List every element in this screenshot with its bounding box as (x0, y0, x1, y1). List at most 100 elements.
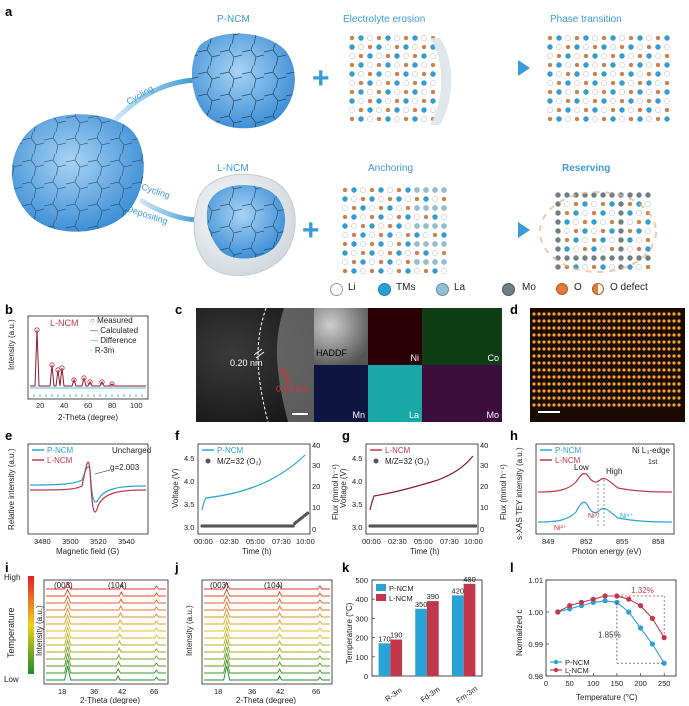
i-low: Low (4, 675, 19, 684)
lattice-atom (555, 246, 561, 252)
l-xtick-label: 100 (587, 679, 600, 688)
d-atom-column (602, 361, 606, 365)
d-atom-column (567, 312, 571, 316)
lattice-atom (628, 62, 634, 68)
lattice-atom (394, 44, 400, 50)
d-atom-column (592, 347, 596, 351)
d-atom-column (667, 354, 671, 358)
k-category-label: R-3m (383, 686, 403, 704)
lattice-atom (432, 196, 438, 202)
d-atom-column (532, 375, 536, 379)
lattice-atom (394, 62, 400, 68)
d-atom-column (587, 361, 591, 365)
lattice-atom (396, 196, 402, 202)
d-atom-column (647, 368, 651, 372)
initial-particle (11, 114, 144, 232)
lattice-atom (432, 214, 438, 220)
l-legend-label: P-NCM (565, 658, 590, 667)
d-atom-column (637, 396, 641, 400)
legend-tms: TMs (396, 282, 416, 293)
lattice-atom (565, 35, 571, 41)
lattice-atom (636, 219, 642, 225)
d-atom-column (582, 354, 586, 358)
l-xtick-label: 0 (544, 679, 548, 688)
d-atom-column (667, 375, 671, 379)
d-atom-column (672, 347, 676, 351)
d-atom-column (572, 368, 576, 372)
f-ytick-2: 4.0 (184, 477, 194, 486)
lattice-atom (601, 89, 607, 95)
d-atom-column (642, 354, 646, 358)
d-atom-column (577, 326, 581, 330)
d-atom-column (612, 375, 616, 379)
lattice-atom (628, 71, 634, 77)
lattice-atom (349, 71, 355, 77)
lattice-atom (565, 44, 571, 50)
d-atom-column (652, 368, 656, 372)
l-point-l-ncm (626, 596, 632, 602)
xrd-pattern (46, 619, 166, 632)
lattice-atom (609, 201, 615, 207)
d-atom-column (617, 319, 621, 323)
b-legend-calculated: Calculated (100, 326, 139, 335)
d-atom-column (572, 375, 576, 379)
lattice-atom (555, 192, 561, 198)
d-atom-column (607, 340, 611, 344)
d-atom-column (632, 375, 636, 379)
h-edge: Ni L₃-edge (632, 446, 670, 455)
lattice-atom (385, 107, 391, 113)
d-atom-column (597, 368, 601, 372)
d-atom-column (582, 382, 586, 386)
lattice-atom (421, 62, 427, 68)
d-atom-column (577, 375, 581, 379)
lattice-atom (565, 80, 571, 86)
d-atom-column (532, 403, 536, 407)
lattice-atom (609, 264, 615, 270)
d-atom-column (672, 319, 676, 323)
d-atom-column (577, 368, 581, 372)
d-atom-column (577, 333, 581, 337)
d-atom-column (667, 333, 671, 337)
lattice-atom (646, 116, 652, 122)
l-point-p-ncm (626, 609, 632, 615)
c-mn-label: Mn (352, 410, 365, 420)
b-xtick-20: 20 (36, 401, 44, 410)
d-atom-column (567, 347, 571, 351)
h-ylabel: s-XAS TEY intensity (a.u.) (515, 447, 524, 540)
l-ytick-label: 0.98 (528, 672, 543, 681)
lattice-atom (583, 71, 589, 77)
d-atom-column (632, 340, 636, 344)
lattice-atom (646, 62, 652, 68)
d-atom-column (617, 312, 621, 316)
lattice-atom (601, 80, 607, 86)
lattice-atom (358, 71, 364, 77)
d-atom-column (672, 389, 676, 393)
d-atom-column (652, 354, 656, 358)
lattice-atom (655, 35, 661, 41)
k-bar-p-ncm (451, 595, 464, 676)
lattice-atom (627, 192, 633, 198)
panel-label-b: b (5, 302, 13, 317)
d-atom-column (677, 361, 681, 365)
d-atom-column (552, 396, 556, 400)
d-atom-column (657, 347, 661, 351)
f-legend-o2: M/Z=32 (O₂) (217, 457, 262, 466)
d-atom-column (657, 361, 661, 365)
d-atom-column (577, 396, 581, 400)
b-xlabel: 2-Theta (degree) (58, 413, 118, 422)
lattice-atom (655, 98, 661, 104)
lattice-atom (565, 98, 571, 104)
lattice-atom (637, 89, 643, 95)
b-measured-point (109, 381, 115, 387)
lattice-atom (609, 219, 615, 225)
d-atom-column (597, 361, 601, 365)
lattice-atom (394, 71, 400, 77)
d-atom-column (582, 403, 586, 407)
d-atom-column (657, 326, 661, 330)
lattice-atom (441, 214, 447, 220)
lattice-atom (646, 80, 652, 86)
cycling-arrow-top (113, 77, 196, 122)
i-xtick-36: 36 (90, 687, 98, 696)
d-atom-column (577, 382, 581, 386)
lattice-atom (421, 116, 427, 122)
